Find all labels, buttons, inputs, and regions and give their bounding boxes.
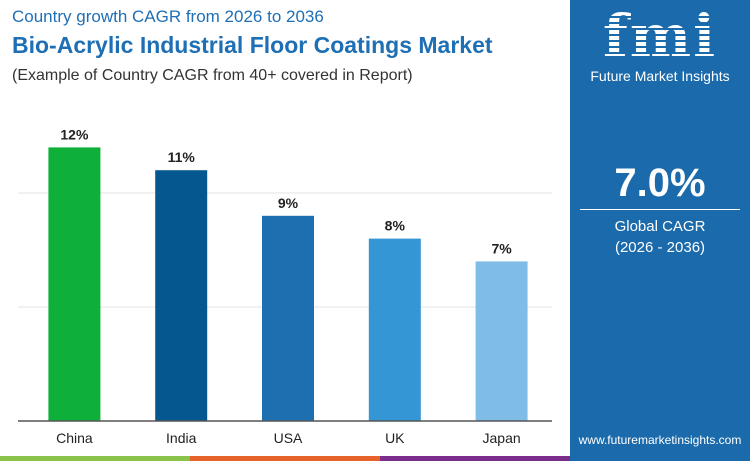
bar-china xyxy=(48,147,101,421)
logo-name: Future Market Insights xyxy=(590,68,730,84)
divider xyxy=(580,209,740,210)
bar-india xyxy=(155,170,208,421)
side-panel: fmi Future Market Insights 7.0% Global C… xyxy=(570,0,750,461)
chart-subtitle: Country growth CAGR from 2026 to 2036 xyxy=(12,7,324,26)
x-tick-label: India xyxy=(166,430,197,446)
x-tick-label: USA xyxy=(274,430,303,446)
strip-orange xyxy=(190,456,380,461)
chart-title: Bio-Acrylic Industrial Floor Coatings Ma… xyxy=(12,32,493,58)
x-tick-label: UK xyxy=(385,430,405,446)
strip-green xyxy=(0,456,190,461)
data-label: 12% xyxy=(60,126,89,142)
bar-uk xyxy=(368,238,421,421)
global-cagr-value: 7.0% xyxy=(614,161,706,205)
global-cagr-period: (2026 - 2036) xyxy=(614,239,706,256)
chart-note: (Example of Country CAGR from 40+ covere… xyxy=(12,67,413,84)
global-cagr-text: Global CAGR xyxy=(614,218,706,235)
bar-usa xyxy=(262,215,314,421)
strip-purple xyxy=(380,456,570,461)
data-label: 9% xyxy=(278,195,299,211)
website-link[interactable]: www.futuremarketinsights.com xyxy=(578,433,742,447)
bar-japan xyxy=(475,261,528,421)
global-cagr-label: Global CAGR (2026 - 2036) xyxy=(570,216,750,258)
data-label: 7% xyxy=(491,240,512,256)
fmi-logo: fmi Future Market Insights xyxy=(570,6,750,85)
bar-chart: 12% China 11% India 9% USA 8% UK 7% Japan xyxy=(18,126,552,446)
x-tick-label: China xyxy=(56,430,93,446)
data-label: 11% xyxy=(168,149,196,165)
data-label: 8% xyxy=(385,218,406,234)
x-tick-label: Japan xyxy=(483,430,521,446)
logo-mark: fmi xyxy=(570,6,750,66)
